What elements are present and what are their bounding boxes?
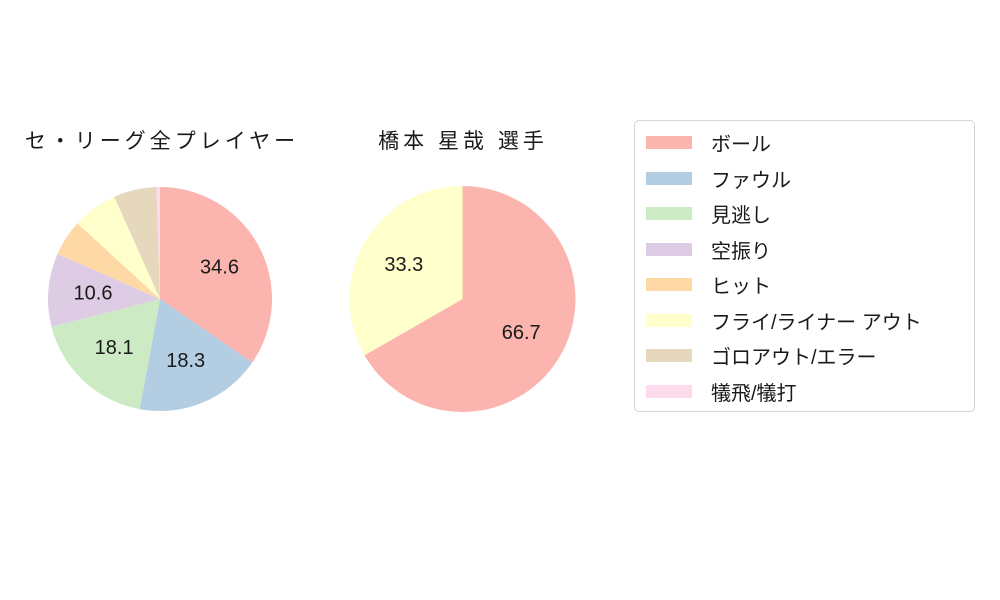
pie-value-label: 10.6 [74, 283, 113, 305]
pie-slice-見逃し [51, 299, 160, 410]
pie-chart-league-all: 34.6 18.3 18.1 10.6 [48, 187, 273, 411]
legend-label-swinging-strike: 空振り [711, 240, 771, 263]
pie-value-label: 33.3 [384, 254, 423, 276]
pie-chart-player: 66.7 33.3 [349, 186, 576, 412]
pie-slice-ゴロアウト/エラー [114, 187, 160, 299]
pie-slice-ファウル [139, 299, 253, 411]
legend-item-sac-fly-bunt: 犠飛/犠打 [646, 374, 974, 410]
legend-swatch-swinging-strike [646, 242, 692, 256]
pie-value-label: 66.7 [502, 322, 541, 344]
pie-value-label: 18.1 [95, 337, 134, 359]
pie-slice-フライ/ライナー アウト [349, 186, 463, 356]
pie-slice-フライ/ライナー アウト [77, 196, 160, 299]
legend-item-ball: ボール [646, 125, 974, 161]
pie-slice-ボール [364, 186, 576, 412]
pie-value-label: 34.6 [200, 257, 239, 279]
legend-label-groundout-error: ゴロアウト/エラー [711, 347, 877, 370]
legend-label-called-strike: 見逃し [711, 205, 771, 228]
legend-label-fly-liner-out: フライ/ライナー アウト [711, 311, 922, 334]
legend-swatch-called-strike [646, 207, 692, 221]
legend-label-sac-fly-bunt: 犠飛/犠打 [711, 382, 797, 405]
legend-label-foul: ファウル [711, 169, 791, 192]
legend-item-fly-liner-out: フライ/ライナー アウト [646, 303, 974, 339]
legend-swatch-ball [646, 136, 692, 150]
legend-swatch-fly-liner-out [646, 313, 692, 327]
legend-item-groundout-error: ゴロアウト/エラー [646, 338, 974, 374]
legend-item-called-strike: 見逃し [646, 196, 974, 232]
legend-item-foul: ファウル [646, 161, 974, 197]
pie-slice-ヒット [57, 223, 160, 299]
pie-slice-犠飛/犠打 [156, 187, 160, 299]
legend-label-ball: ボール [711, 134, 771, 157]
pie-slice-ボール [160, 187, 273, 363]
legend-swatch-hit [646, 278, 692, 292]
pie-slice-空振り [48, 253, 160, 327]
left-pie-title: セ・リーグ全プレイヤー [24, 130, 300, 153]
legend-label-hit: ヒット [711, 276, 771, 299]
legend-box: ボール ファウル 見逃し 空振り ヒット フライ/ライナー アウト ゴロアウト/… [634, 120, 975, 412]
legend-swatch-sac-fly-bunt [646, 384, 692, 398]
legend-item-hit: ヒット [646, 267, 974, 303]
right-pie-title: 橋本 星哉 選手 [378, 130, 548, 153]
legend-item-swinging-strike: 空振り [646, 232, 974, 268]
legend-swatch-groundout-error [646, 349, 692, 363]
pie-value-label: 18.3 [166, 350, 205, 372]
legend-swatch-foul [646, 171, 692, 185]
